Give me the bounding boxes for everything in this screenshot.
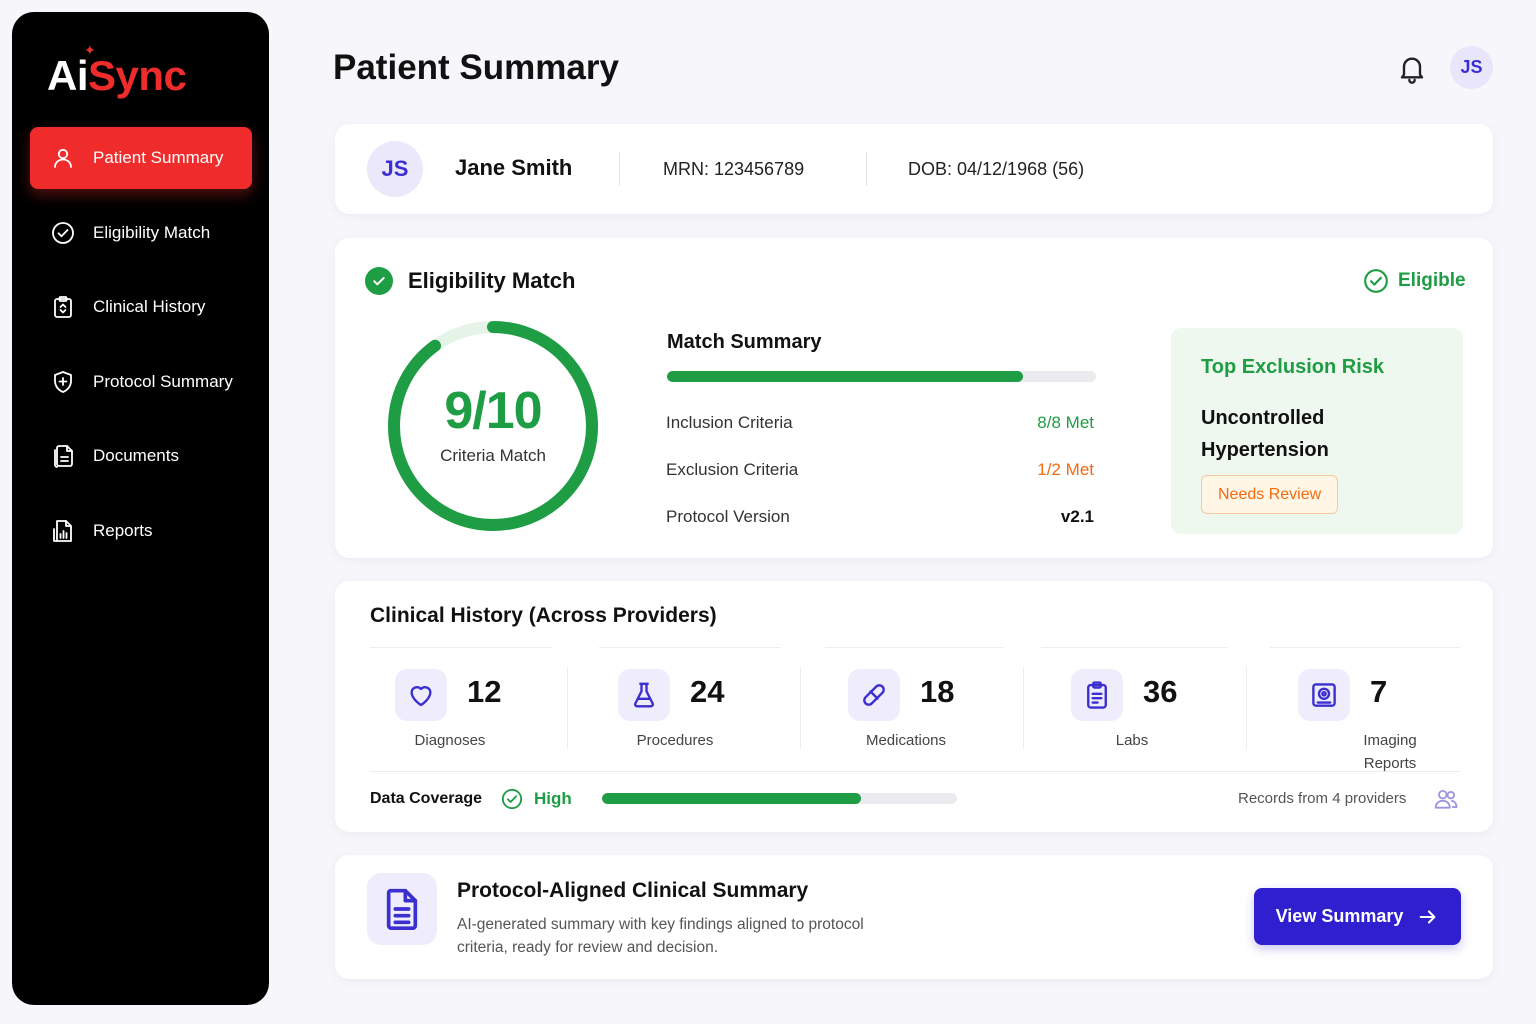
patient-dob: DOB: 04/12/1968 (56) <box>908 159 1085 179</box>
sidebar-item-reports[interactable]: Reports <box>30 500 252 562</box>
page-title: Patient Summary <box>333 48 619 87</box>
patient-name: Jane Smith <box>455 155 573 180</box>
sidebar-item-documents[interactable]: Documents <box>30 425 252 487</box>
protocol-summary-description: AI-generated summary with key findings a… <box>457 916 864 956</box>
divider <box>1270 647 1460 648</box>
patient-avatar: JS <box>367 141 423 197</box>
sidebar-item-patient-summary[interactable]: Patient Summary <box>30 127 252 189</box>
coverage-label: Data Coverage <box>370 790 483 807</box>
patient-card: JS Jane Smith MRN: 123456789 DOB: 04/12/… <box>335 124 1493 214</box>
sidebar-item-label: Reports <box>93 520 153 540</box>
reports-icon <box>50 518 76 544</box>
protocol-summary-card: Protocol-Aligned Clinical Summary AI-gen… <box>335 855 1493 979</box>
coverage-level: High <box>534 789 572 808</box>
exclusion-value: 1/2 Met <box>1037 460 1094 479</box>
history-title: Clinical History (Across Providers) <box>370 604 717 627</box>
protocol-version-label: Protocol Version <box>666 507 790 526</box>
inclusion-label: Inclusion Criteria <box>666 413 793 432</box>
coverage-bar <box>602 793 957 804</box>
protocol-version-row: Protocol Version v2.1 <box>666 507 1094 527</box>
check-circle-icon <box>50 220 76 246</box>
view-summary-label: View Summary <box>1275 906 1404 926</box>
stat-value: 18 <box>920 674 955 709</box>
divider <box>370 771 1460 772</box>
divider <box>825 647 1003 648</box>
coverage-bar-fill <box>602 793 862 804</box>
sidebar-item-eligibility-match[interactable]: Eligibility Match <box>30 202 252 264</box>
match-progress-bar <box>667 371 1096 382</box>
sparkle-icon: ✦ <box>84 42 96 58</box>
stat-label: Medications <box>865 732 947 749</box>
arrow-right-icon <box>1420 909 1436 924</box>
stat-label: Diagnoses <box>414 732 486 749</box>
divider <box>1041 647 1227 648</box>
stat-label: Imaging Reports <box>1363 732 1417 772</box>
documents-icon <box>50 443 76 469</box>
divider <box>599 647 781 648</box>
stat-value: 36 <box>1143 674 1178 709</box>
match-summary-title: Match Summary <box>667 331 822 353</box>
inclusion-row: Inclusion Criteria 8/8 Met <box>666 413 1094 433</box>
divider <box>866 152 867 186</box>
eligibility-title: Eligibility Match <box>408 268 576 293</box>
criteria-gauge: 9/10 Criteria Match <box>385 318 601 534</box>
exclusion-row: Exclusion Criteria 1/2 Met <box>666 460 1094 480</box>
gauge-arc <box>388 321 598 531</box>
user-icon <box>50 145 76 171</box>
divider <box>1023 667 1024 749</box>
divider <box>1246 667 1247 749</box>
eligibility-status: Eligible <box>1363 268 1466 294</box>
exclusion-label: Exclusion Criteria <box>666 460 799 479</box>
risk-title: Top Exclusion Risk <box>1201 356 1384 378</box>
app-logo[interactable]: AiSync <box>47 52 187 99</box>
needs-review-badge[interactable]: Needs Review <box>1201 475 1339 514</box>
risk-item: Uncontrolled Hypertension <box>1201 407 1329 461</box>
check-circle-icon <box>501 788 523 810</box>
divider <box>567 667 568 749</box>
sidebar-item-label: Protocol Summary <box>93 371 233 391</box>
sidebar-nav: Patient Summary Eligibility Match Clinic… <box>30 127 252 574</box>
eligibility-card: Eligibility Match Eligible 9/10 Criteria… <box>335 238 1493 558</box>
check-circle-icon <box>1364 269 1388 293</box>
clinical-history-card: Clinical History (Across Providers) 12 D… <box>335 581 1493 832</box>
gauge-label: Criteria Match <box>440 446 546 465</box>
match-progress-fill <box>667 371 1024 382</box>
coverage-records: Records from 4 providers <box>1238 790 1407 807</box>
shield-plus-icon <box>50 369 76 395</box>
stat-value: 7 <box>1370 674 1388 709</box>
divider <box>619 152 620 186</box>
imaging-icon <box>1298 669 1350 721</box>
check-badge-icon <box>365 267 393 295</box>
view-summary-button[interactable]: View Summary <box>1254 888 1461 945</box>
patient-mrn: MRN: 123456789 <box>663 159 805 179</box>
exclusion-risk-panel: Top Exclusion Risk Uncontrolled Hyperten… <box>1171 328 1463 534</box>
stat-label: Procedures <box>636 732 714 749</box>
flask-icon <box>618 669 670 721</box>
lab-clipboard-icon <box>1071 669 1123 721</box>
pill-icon <box>848 669 900 721</box>
sidebar-item-protocol-summary[interactable]: Protocol Summary <box>30 351 252 413</box>
stat-label: Labs <box>1115 732 1149 749</box>
sidebar-item-label: Documents <box>93 446 179 465</box>
divider <box>800 667 801 749</box>
protocol-summary-title: Protocol-Aligned Clinical Summary <box>457 879 809 902</box>
protocol-version-value: v2.1 <box>1060 507 1094 526</box>
clipboard-icon <box>50 294 76 320</box>
sidebar: AiSync ✦ Patient Summary Eligibility Mat… <box>12 12 269 1005</box>
stat-value: 12 <box>467 674 502 709</box>
sidebar-item-label: Patient Summary <box>93 148 224 167</box>
divider <box>370 647 552 648</box>
document-icon <box>367 873 437 945</box>
eligibility-status-label: Eligible <box>1398 270 1466 291</box>
gauge-value: 9/10 <box>444 382 542 440</box>
sidebar-item-label: Eligibility Match <box>93 222 211 242</box>
heart-icon <box>395 669 447 721</box>
bell-icon[interactable] <box>1396 52 1428 84</box>
sidebar-item-clinical-history[interactable]: Clinical History <box>30 276 252 338</box>
providers-icon[interactable] <box>1433 786 1459 812</box>
sidebar-item-label: Clinical History <box>93 297 206 316</box>
stat-value: 24 <box>690 674 725 709</box>
inclusion-value: 8/8 Met <box>1037 413 1094 432</box>
user-avatar[interactable]: JS <box>1450 46 1493 89</box>
